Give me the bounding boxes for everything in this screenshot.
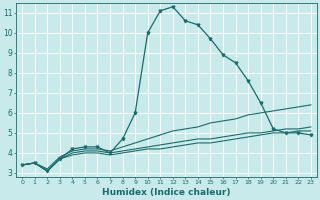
X-axis label: Humidex (Indice chaleur): Humidex (Indice chaleur) [102, 188, 231, 197]
